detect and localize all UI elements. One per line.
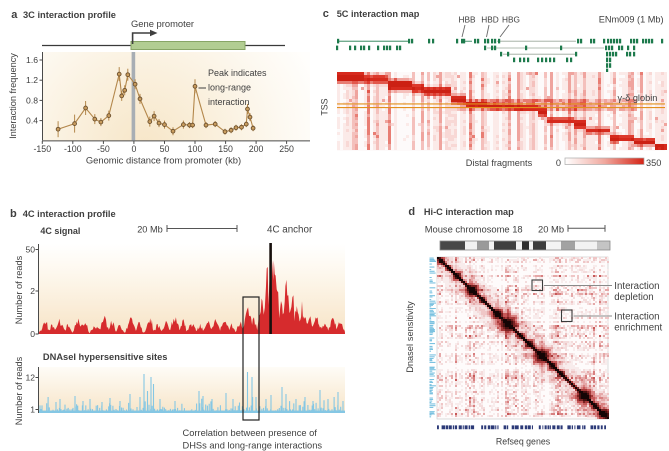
svg-text:d: d [408, 206, 415, 218]
svg-text:-150: -150 [33, 144, 51, 154]
svg-text:TSS: TSS [320, 98, 330, 115]
svg-text:DHSs and long-range interactio: DHSs and long-range interactions [183, 441, 323, 451]
svg-text:Correlation between presence o: Correlation between presence of [183, 428, 318, 438]
svg-text:-50: -50 [97, 144, 110, 154]
svg-text:Hi-C interaction map: Hi-C interaction map [424, 207, 514, 217]
svg-text:long-range: long-range [208, 83, 251, 93]
svg-text:DNAseI hypersensitive sites: DNAseI hypersensitive sites [43, 352, 168, 362]
svg-text:1.6: 1.6 [26, 55, 38, 65]
svg-text:0: 0 [30, 329, 35, 339]
svg-text:4C signal: 4C signal [40, 226, 80, 236]
svg-text:a: a [11, 9, 18, 21]
svg-text:Distal fragments: Distal fragments [466, 158, 533, 168]
svg-text:enrichment: enrichment [614, 323, 662, 334]
svg-text:4C anchor: 4C anchor [267, 225, 313, 236]
svg-text:Number of reads: Number of reads [14, 255, 24, 324]
svg-text:DnaseI sensitivity: DnaseI sensitivity [405, 301, 415, 373]
svg-text:Mouse chromosome 18: Mouse chromosome 18 [425, 224, 523, 235]
svg-text:Peak indicates: Peak indicates [208, 68, 267, 78]
svg-text:Genomic distance from promoter: Genomic distance from promoter (kb) [86, 155, 241, 166]
svg-text:-100: -100 [64, 144, 82, 154]
svg-text:Gene promoter: Gene promoter [131, 18, 194, 29]
svg-text:0: 0 [556, 158, 561, 168]
svg-text:interaction: interaction [208, 97, 250, 107]
svg-text:20 Mb: 20 Mb [137, 225, 163, 235]
svg-text:Number of reads: Number of reads [14, 356, 24, 425]
svg-text:200: 200 [249, 144, 264, 154]
svg-text:350: 350 [646, 158, 661, 168]
svg-text:HBB: HBB [458, 15, 476, 25]
svg-text:150: 150 [218, 144, 233, 154]
svg-text:0.4: 0.4 [26, 116, 38, 126]
svg-text:b: b [10, 208, 17, 220]
svg-text:20 Mb: 20 Mb [538, 224, 564, 235]
svg-text:0.8: 0.8 [26, 95, 38, 105]
svg-text:c: c [323, 8, 329, 20]
svg-text:Interaction: Interaction [614, 312, 659, 323]
svg-text:2: 2 [30, 286, 35, 296]
svg-text:250: 250 [279, 144, 294, 154]
svg-text:ENm009 (1 Mb): ENm009 (1 Mb) [599, 15, 664, 25]
svg-text:Interaction frequency: Interaction frequency [8, 53, 18, 139]
svg-text:HBD: HBD [481, 15, 499, 25]
svg-text:12: 12 [25, 373, 35, 383]
svg-text:HBG: HBG [502, 15, 520, 25]
svg-text:1.2: 1.2 [26, 75, 38, 85]
svg-text:depletion: depletion [614, 292, 653, 303]
svg-text:Interaction: Interaction [614, 281, 659, 292]
svg-text:0: 0 [131, 144, 136, 154]
svg-text:γ-δ globin: γ-δ globin [618, 93, 658, 103]
svg-text:5C interaction map: 5C interaction map [337, 9, 420, 19]
svg-text:1: 1 [30, 405, 35, 415]
svg-text:100: 100 [188, 144, 203, 154]
svg-text:3C interaction profile: 3C interaction profile [23, 10, 116, 20]
svg-text:50: 50 [160, 144, 170, 154]
svg-text:Refseq genes: Refseq genes [496, 437, 551, 447]
svg-text:50: 50 [25, 245, 35, 255]
svg-text:4C interaction profile: 4C interaction profile [23, 209, 116, 219]
